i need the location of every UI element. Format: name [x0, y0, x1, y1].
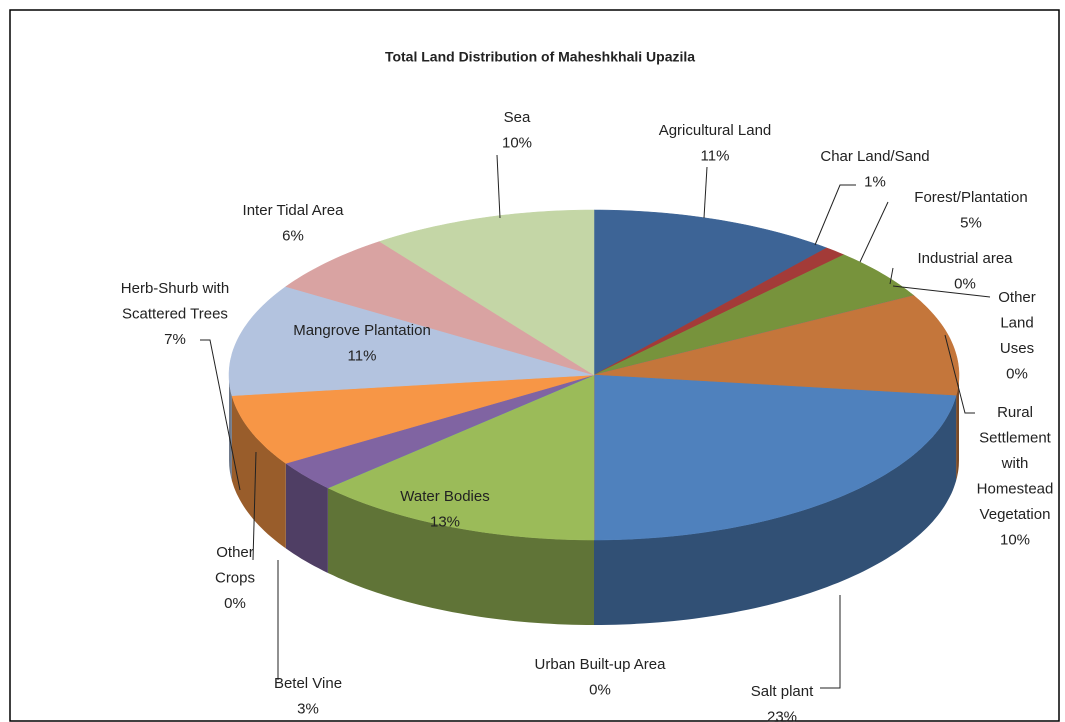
slice-side	[956, 375, 959, 481]
value-label: 23%	[767, 708, 797, 722]
slice	[285, 241, 595, 376]
value-label: 0%	[224, 595, 246, 612]
category-label: Water Bodies	[400, 488, 489, 505]
category-label: Char Land/Sand	[820, 148, 929, 165]
category-label: Betel Vine	[274, 675, 342, 692]
slice	[593, 295, 960, 396]
leader-line	[200, 339, 241, 491]
category-label: Other Land Uses	[998, 289, 1036, 357]
value-label: 6%	[282, 227, 304, 244]
slice-side	[229, 375, 232, 481]
leader-line	[892, 285, 991, 298]
value-label: 1%	[864, 173, 886, 190]
category-label: Other Crops	[215, 544, 255, 587]
value-label: 13%	[430, 513, 460, 530]
slice-side	[231, 395, 286, 549]
value-label: 7%	[164, 331, 186, 348]
value-label: 5%	[960, 214, 982, 231]
value-label: 10%	[502, 134, 532, 151]
slice	[593, 254, 915, 376]
value-label: 0%	[954, 275, 976, 292]
leader-line	[889, 267, 894, 285]
category-label: Salt plant	[751, 683, 814, 700]
pie-sides	[229, 375, 959, 625]
value-label: 10%	[1000, 531, 1030, 548]
value-label: 0%	[589, 681, 611, 698]
slice-side	[285, 463, 328, 573]
leader-line	[496, 154, 501, 219]
slice	[231, 374, 595, 464]
leader-line	[703, 166, 708, 219]
leader-line	[820, 595, 841, 689]
value-label: 11%	[348, 347, 377, 364]
slice	[593, 209, 828, 376]
leader-line	[252, 451, 257, 561]
leader-line	[944, 334, 975, 414]
category-label: Rural Settlement with Homestead Vegetation	[977, 404, 1054, 523]
category-label: Industrial area	[917, 250, 1013, 267]
slice	[327, 374, 595, 541]
category-label: Forest/Plantation	[914, 189, 1027, 206]
category-label: Mangrove Plantation	[293, 322, 431, 339]
value-label: 11%	[701, 147, 730, 164]
category-label: Herb-Shurb with Scattered Trees	[121, 280, 229, 323]
slice-side	[594, 395, 957, 625]
value-label: 3%	[297, 700, 319, 717]
slice	[378, 209, 595, 376]
category-label: Inter Tidal Area	[243, 202, 345, 219]
category-label: Urban Built-up Area	[535, 656, 667, 673]
slice-side	[327, 488, 594, 625]
chart-title: Total Land Distribution of Maheshkhali U…	[385, 49, 695, 65]
value-label: 0%	[1006, 365, 1028, 382]
category-label: Agricultural Land	[659, 122, 772, 139]
slice	[228, 286, 595, 396]
slice	[593, 374, 957, 541]
leader-line	[859, 201, 889, 263]
leader-line	[814, 184, 856, 246]
slice	[285, 374, 595, 489]
pie-tops	[228, 209, 960, 541]
category-label: Sea	[504, 109, 531, 126]
